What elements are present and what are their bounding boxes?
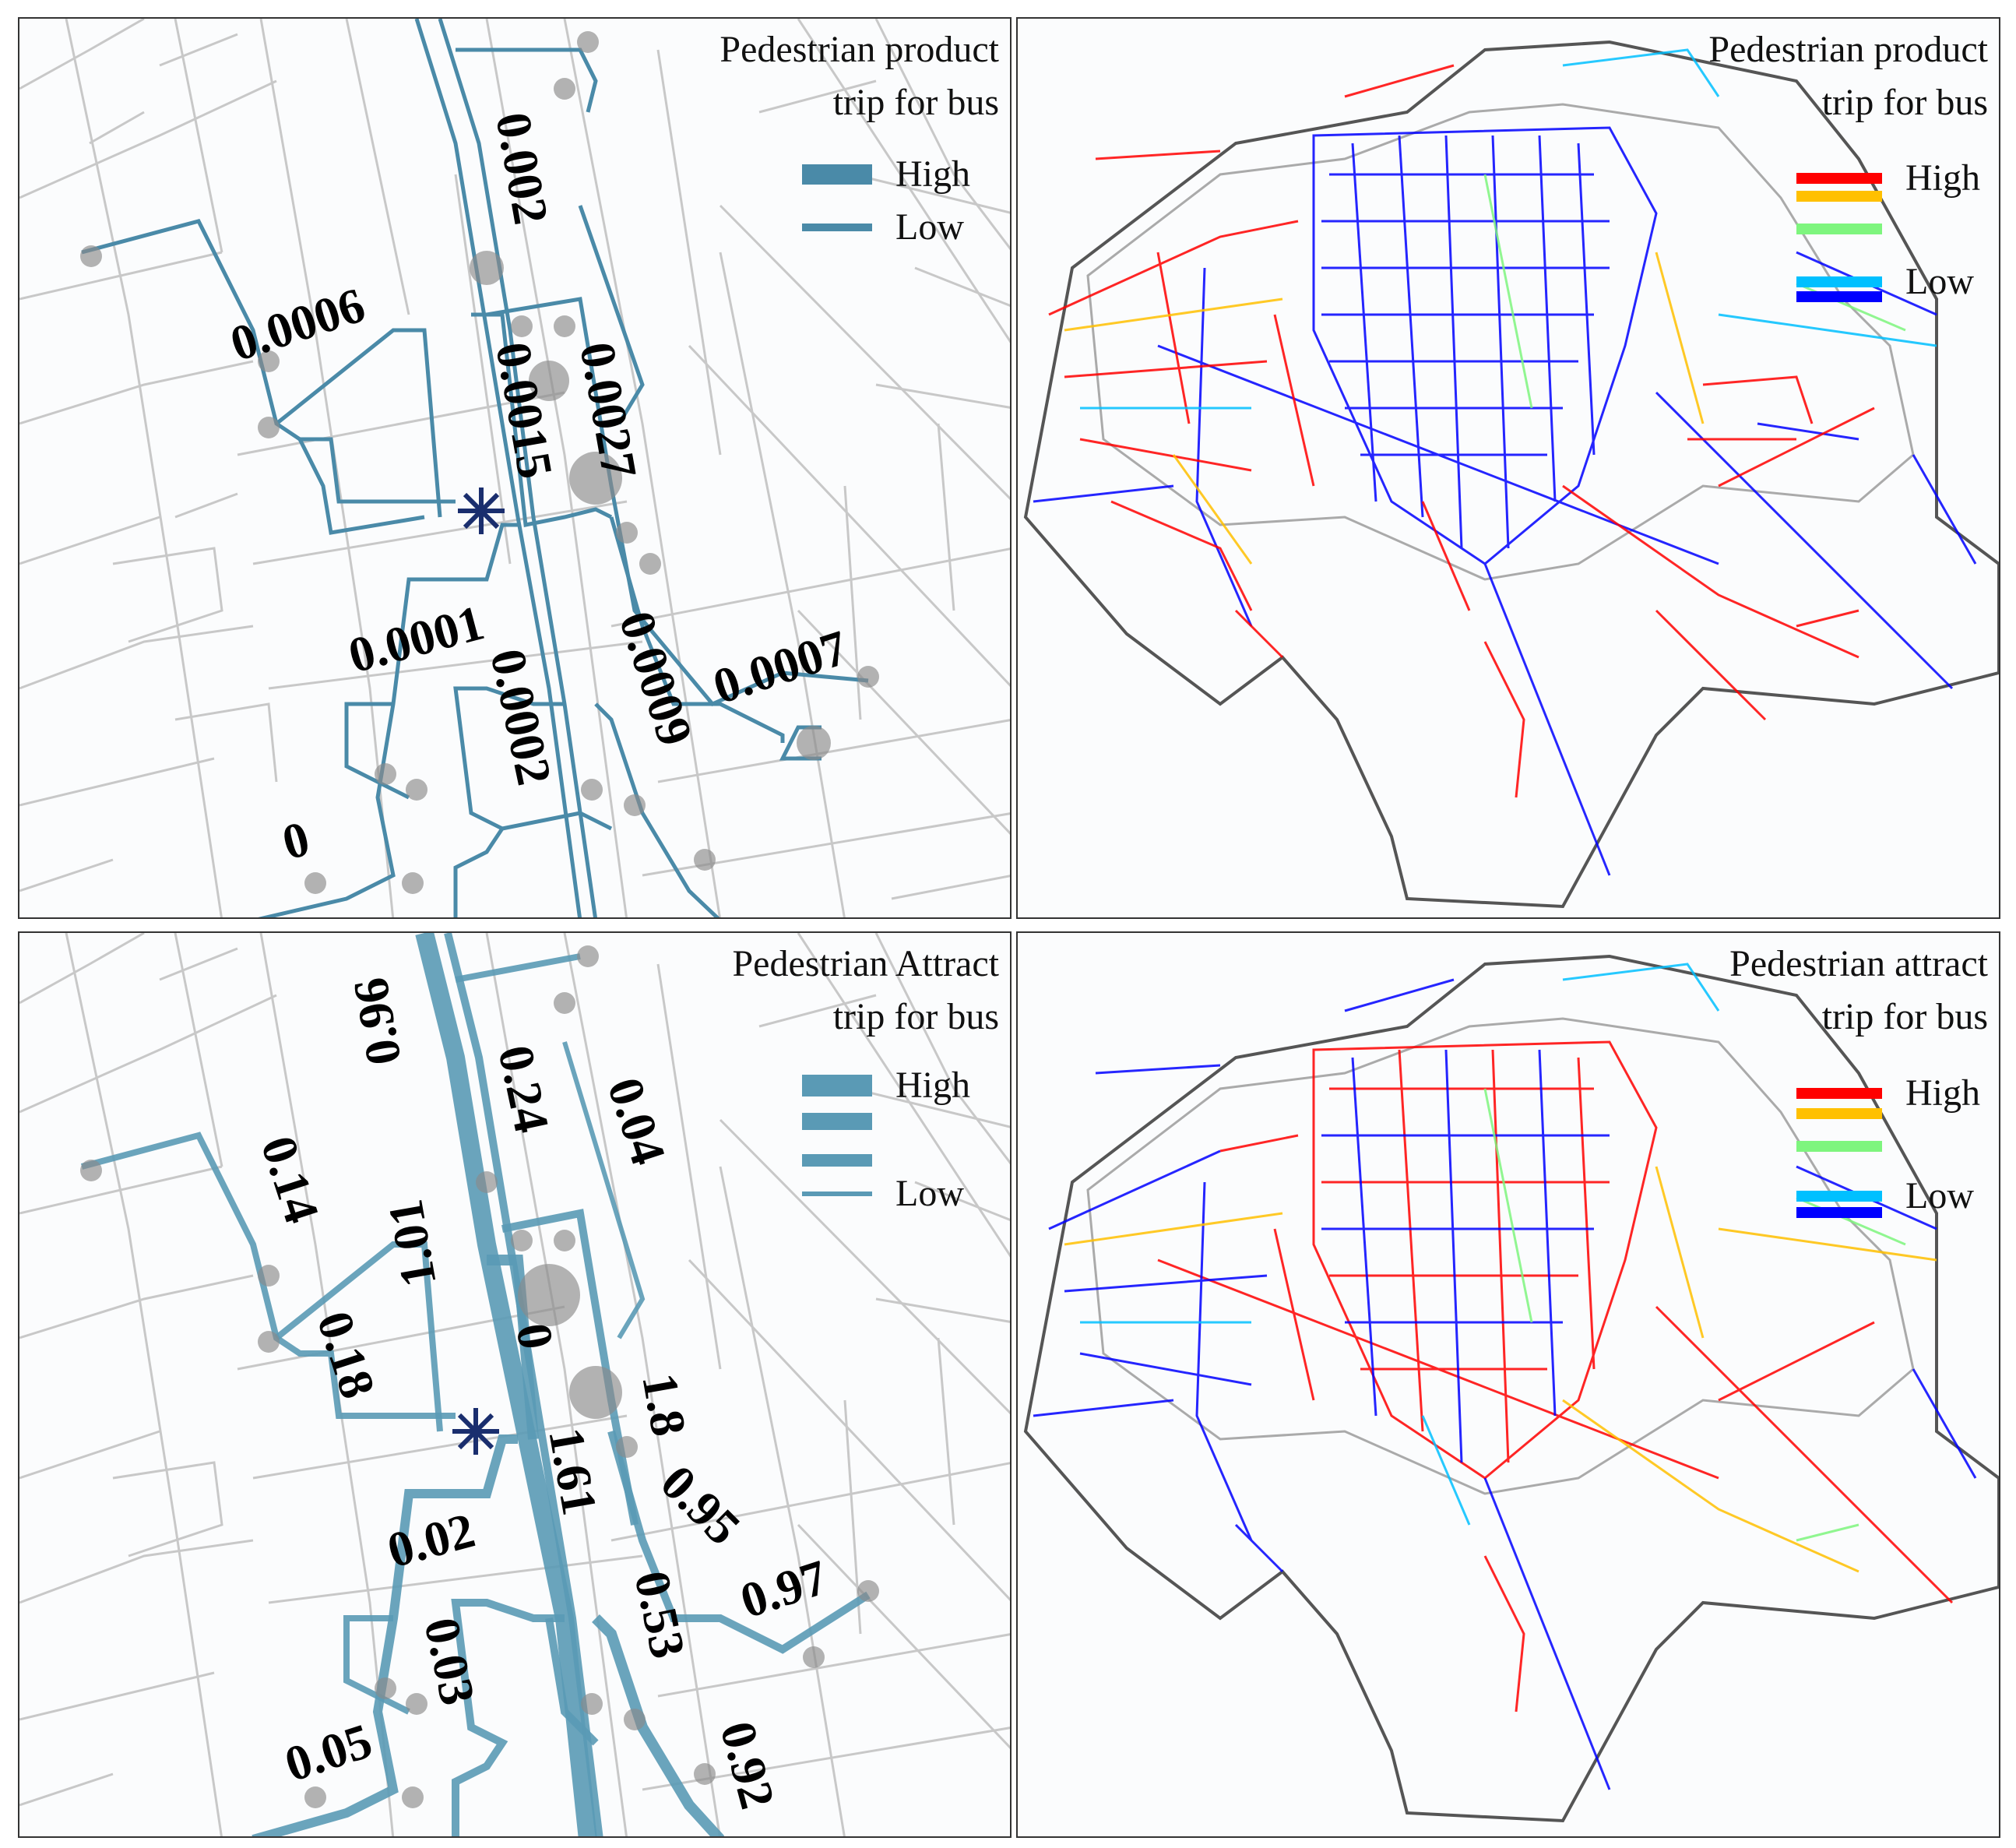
- legend-label-low: Low: [1905, 261, 1974, 302]
- segment-value-label: 0.0015: [485, 338, 563, 483]
- legend-item-high: High: [802, 153, 970, 195]
- segment-value-label: 0.53: [624, 1566, 696, 1663]
- segment-value-label: 0.14: [251, 1129, 330, 1229]
- pedestrian-network-blue: [1033, 126, 1977, 876]
- legend-title-line2: trip for bus: [832, 82, 999, 123]
- legend-label-low: Low: [895, 1173, 964, 1214]
- segment-value-label: 0.95: [650, 1455, 751, 1555]
- legend-item-blue: [1796, 1207, 1882, 1218]
- legend-swatch-mid-high: [802, 1113, 872, 1130]
- bottom-right-attract-network-map: Pedestrian attract trip for bus High Low: [1016, 931, 2000, 1838]
- segment-value-label: 0.97: [734, 1549, 833, 1628]
- legend-swatch-high: [802, 164, 872, 185]
- legend-item-blue: [1796, 291, 1882, 302]
- legend-swatch-low: [802, 223, 872, 231]
- legend-item-high: High: [1796, 157, 1980, 199]
- legend-title-line2: trip for bus: [832, 996, 999, 1037]
- segment-value-label: 0.002: [485, 108, 559, 228]
- inner-boundary: [1086, 1017, 1915, 1495]
- legend-swatch-orange: [1796, 1108, 1882, 1119]
- legend-swatch-cyan: [1796, 1190, 1882, 1202]
- legend-title-line1: Pedestrian attract: [1729, 943, 1988, 984]
- legend-swatch-blue: [1796, 1207, 1882, 1218]
- top-right-map-canvas: [1023, 40, 1999, 909]
- study-site-marker: [458, 488, 505, 534]
- legend-swatch-blue: [1796, 291, 1882, 302]
- study-site-marker: [452, 1408, 499, 1455]
- segment-value-labels: 0.002 0.0006 0.0015 0.0027 0.0001 0.0009…: [223, 108, 853, 870]
- segment-value-label: 0.0002: [480, 644, 562, 790]
- legend-swatch-cyan: [1796, 276, 1882, 287]
- bottom-right-legend: Pedestrian attract trip for bus: [1583, 938, 1988, 1044]
- top-right-legend: Pedestrian product trip for bus: [1583, 23, 1988, 129]
- legend-label-high: High: [1905, 1072, 1980, 1114]
- legend-item-high: High: [1796, 1072, 1980, 1114]
- legend-item-low: Low: [1796, 1174, 1974, 1217]
- segment-value-label: 0.0006: [223, 276, 371, 371]
- legend-item-green: [1796, 1141, 1882, 1152]
- legend-title-line1: Pedestrian product: [1708, 29, 1988, 70]
- segment-value-label: 1.8: [632, 1369, 697, 1440]
- segment-value-label: 0.03: [413, 1613, 486, 1709]
- legend-label-high: High: [1905, 157, 1980, 199]
- legend-swatch-low: [802, 1191, 872, 1196]
- legend-swatch-high: [802, 1074, 872, 1096]
- inner-boundary: [1086, 103, 1915, 581]
- city-boundary: [1023, 40, 1999, 909]
- pedestrian-network-mixed: [1064, 963, 1937, 1573]
- segment-value-labels: 0.96 0.24 0.04 0.14 1.01 0.18 0 1.8 1.61…: [251, 973, 834, 1815]
- legend-item-low: Low: [802, 206, 964, 248]
- segment-value-label: 1.01: [377, 1195, 446, 1291]
- segment-value-label: 0: [505, 1319, 563, 1353]
- segment-value-label: 0.96: [342, 973, 411, 1069]
- bottom-left-legend: Pedestrian Attract trip for bus: [594, 938, 999, 1044]
- bottom-left-map-canvas: 0.96 0.24 0.04 0.14 1.01 0.18 0 1.8 1.61…: [19, 933, 1010, 1836]
- segment-value-label: 0.0007: [706, 619, 853, 714]
- legend-label-high: High: [895, 1065, 970, 1106]
- legend-swatch-green: [1796, 224, 1882, 234]
- legend-label-high: High: [895, 153, 970, 195]
- segment-value-label: 0.18: [307, 1304, 386, 1404]
- city-boundary: [1023, 954, 1999, 1823]
- top-left-map-canvas: 0.002 0.0006 0.0015 0.0027 0.0001 0.0009…: [19, 19, 1010, 917]
- bottom-left-attract-map: 0.96 0.24 0.04 0.14 1.01 0.18 0 1.8 1.61…: [18, 931, 1012, 1838]
- segment-value-label: 0.05: [278, 1712, 378, 1792]
- legend-item-mid-low: [802, 1154, 872, 1167]
- pedestrian-network-red: [1157, 1040, 1954, 1712]
- segment-value-label: 0: [276, 811, 315, 871]
- legend-swatch-red: [1796, 172, 1882, 184]
- bus-route-network: [80, 933, 871, 1836]
- legend-item-green: [1796, 224, 1882, 234]
- legend-label-low: Low: [1905, 1175, 1974, 1216]
- segment-value-label: 0.02: [382, 1502, 480, 1579]
- legend-swatch-orange: [1796, 191, 1882, 202]
- pedestrian-network-red: [1048, 64, 1875, 798]
- legend-label-low: Low: [895, 206, 964, 248]
- legend-item-low: Low: [802, 1172, 964, 1215]
- legend-item-low: Low: [1796, 260, 1974, 303]
- legend-item-orange: [1796, 191, 1882, 202]
- segment-value-label: 0.92: [709, 1716, 786, 1815]
- legend-title-line2: trip for bus: [1821, 82, 1988, 123]
- top-left-product-map: 0.002 0.0006 0.0015 0.0027 0.0001 0.0009…: [18, 17, 1012, 919]
- bottom-right-map-canvas: [1023, 954, 1999, 1823]
- bus-route-network: [81, 19, 869, 917]
- bus-stops: [80, 31, 879, 894]
- top-left-legend: Pedestrian product trip for bus: [594, 23, 999, 129]
- legend-swatch-red: [1796, 1087, 1882, 1099]
- legend-title-line1: Pedestrian product: [719, 29, 999, 70]
- top-right-product-network-map: Pedestrian product trip for bus High Low: [1016, 17, 2000, 919]
- legend-item-orange: [1796, 1108, 1882, 1119]
- legend-swatch-green: [1796, 1141, 1882, 1152]
- bus-stops: [80, 945, 879, 1808]
- segment-value-label: 0.04: [597, 1071, 677, 1170]
- legend-item-high: High: [802, 1064, 970, 1107]
- street-network: [19, 19, 1010, 917]
- legend-swatch-mid-low: [802, 1154, 872, 1167]
- legend-item-mid-high: [802, 1113, 872, 1130]
- legend-title-line2: trip for bus: [1821, 996, 1988, 1037]
- segment-value-label: 0.24: [487, 1040, 560, 1137]
- legend-title-line1: Pedestrian Attract: [732, 943, 999, 984]
